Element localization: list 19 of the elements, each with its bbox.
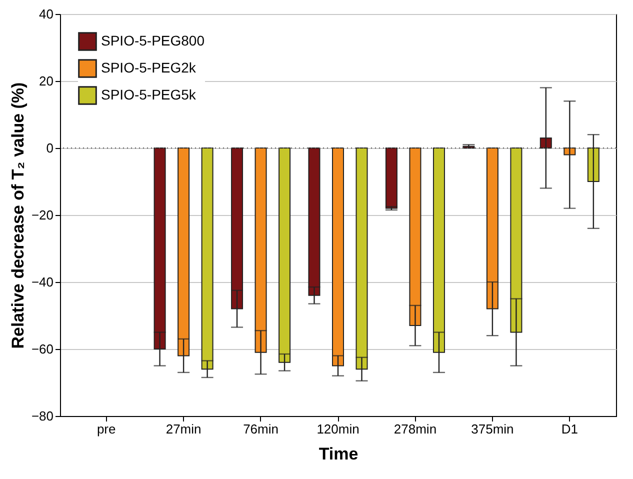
y-tick-label: −80 [31,408,54,424]
x-tick-label: 278min [394,422,437,436]
x-tick-label: 375min [471,422,514,436]
legend-label: SPIO-5-PEG2k [101,60,197,76]
x-axis-title: Time [318,444,358,464]
y-tick-label: 20 [39,74,54,88]
x-tick-label: D1 [561,422,578,436]
x-tick-label: 27min [166,422,202,436]
y-axis-title: Relative decrease of T₂ value (%) [8,82,28,349]
y-tick-label: −40 [31,274,54,290]
y-tick-label: 40 [39,6,54,22]
legend-label: SPIO-5-PEG800 [101,32,205,48]
y-tick-label: −60 [31,342,54,356]
x-tick-label: 76min [243,422,278,436]
x-tick-label: 120min [316,422,360,436]
y-tick-label: −20 [31,208,54,222]
x-tick-label: pre [96,422,116,436]
y-tick-label: 0 [46,140,54,156]
legend-label: SPIO-5-PEG5k [101,86,197,102]
